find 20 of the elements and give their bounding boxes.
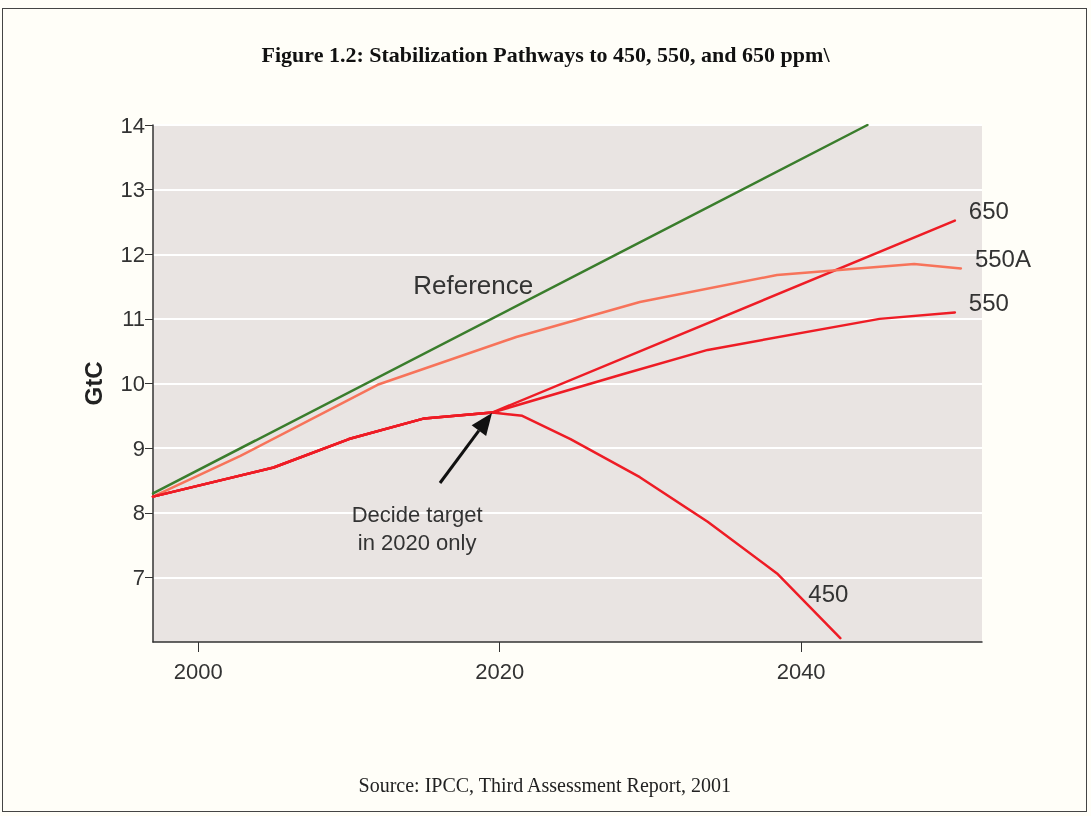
series-label: 550 [968, 288, 1009, 316]
series-label: 450 [808, 579, 849, 607]
y-tick-label: 14 [120, 112, 145, 138]
source-note: Source: IPCC, Third Assessment Report, 2001 [358, 774, 731, 797]
y-tick-label: 12 [120, 241, 145, 267]
series-label: Reference [413, 270, 534, 301]
x-tick-label: 2020 [475, 658, 525, 684]
chart-title: Figure 1.2: Stabilization Pathways to 450, 550, and 650 ppm\ [261, 41, 831, 67]
y-tick-label: 8 [132, 500, 145, 526]
y-tick-label: 13 [120, 177, 145, 203]
annotation: Decide target in 2020 only [351, 502, 483, 556]
y-tick-label: 7 [132, 564, 145, 590]
y-tick-label: 10 [120, 371, 145, 396]
y-axis-title: GtC [79, 361, 107, 406]
series-label: 550A [974, 244, 1031, 272]
x-tick-label: 2000 [173, 658, 223, 684]
y-tick-label: 11 [122, 306, 145, 332]
x-tick-label: 2040 [776, 658, 826, 684]
y-tick-label: 9 [132, 435, 145, 461]
series-label: 650 [968, 197, 1009, 225]
